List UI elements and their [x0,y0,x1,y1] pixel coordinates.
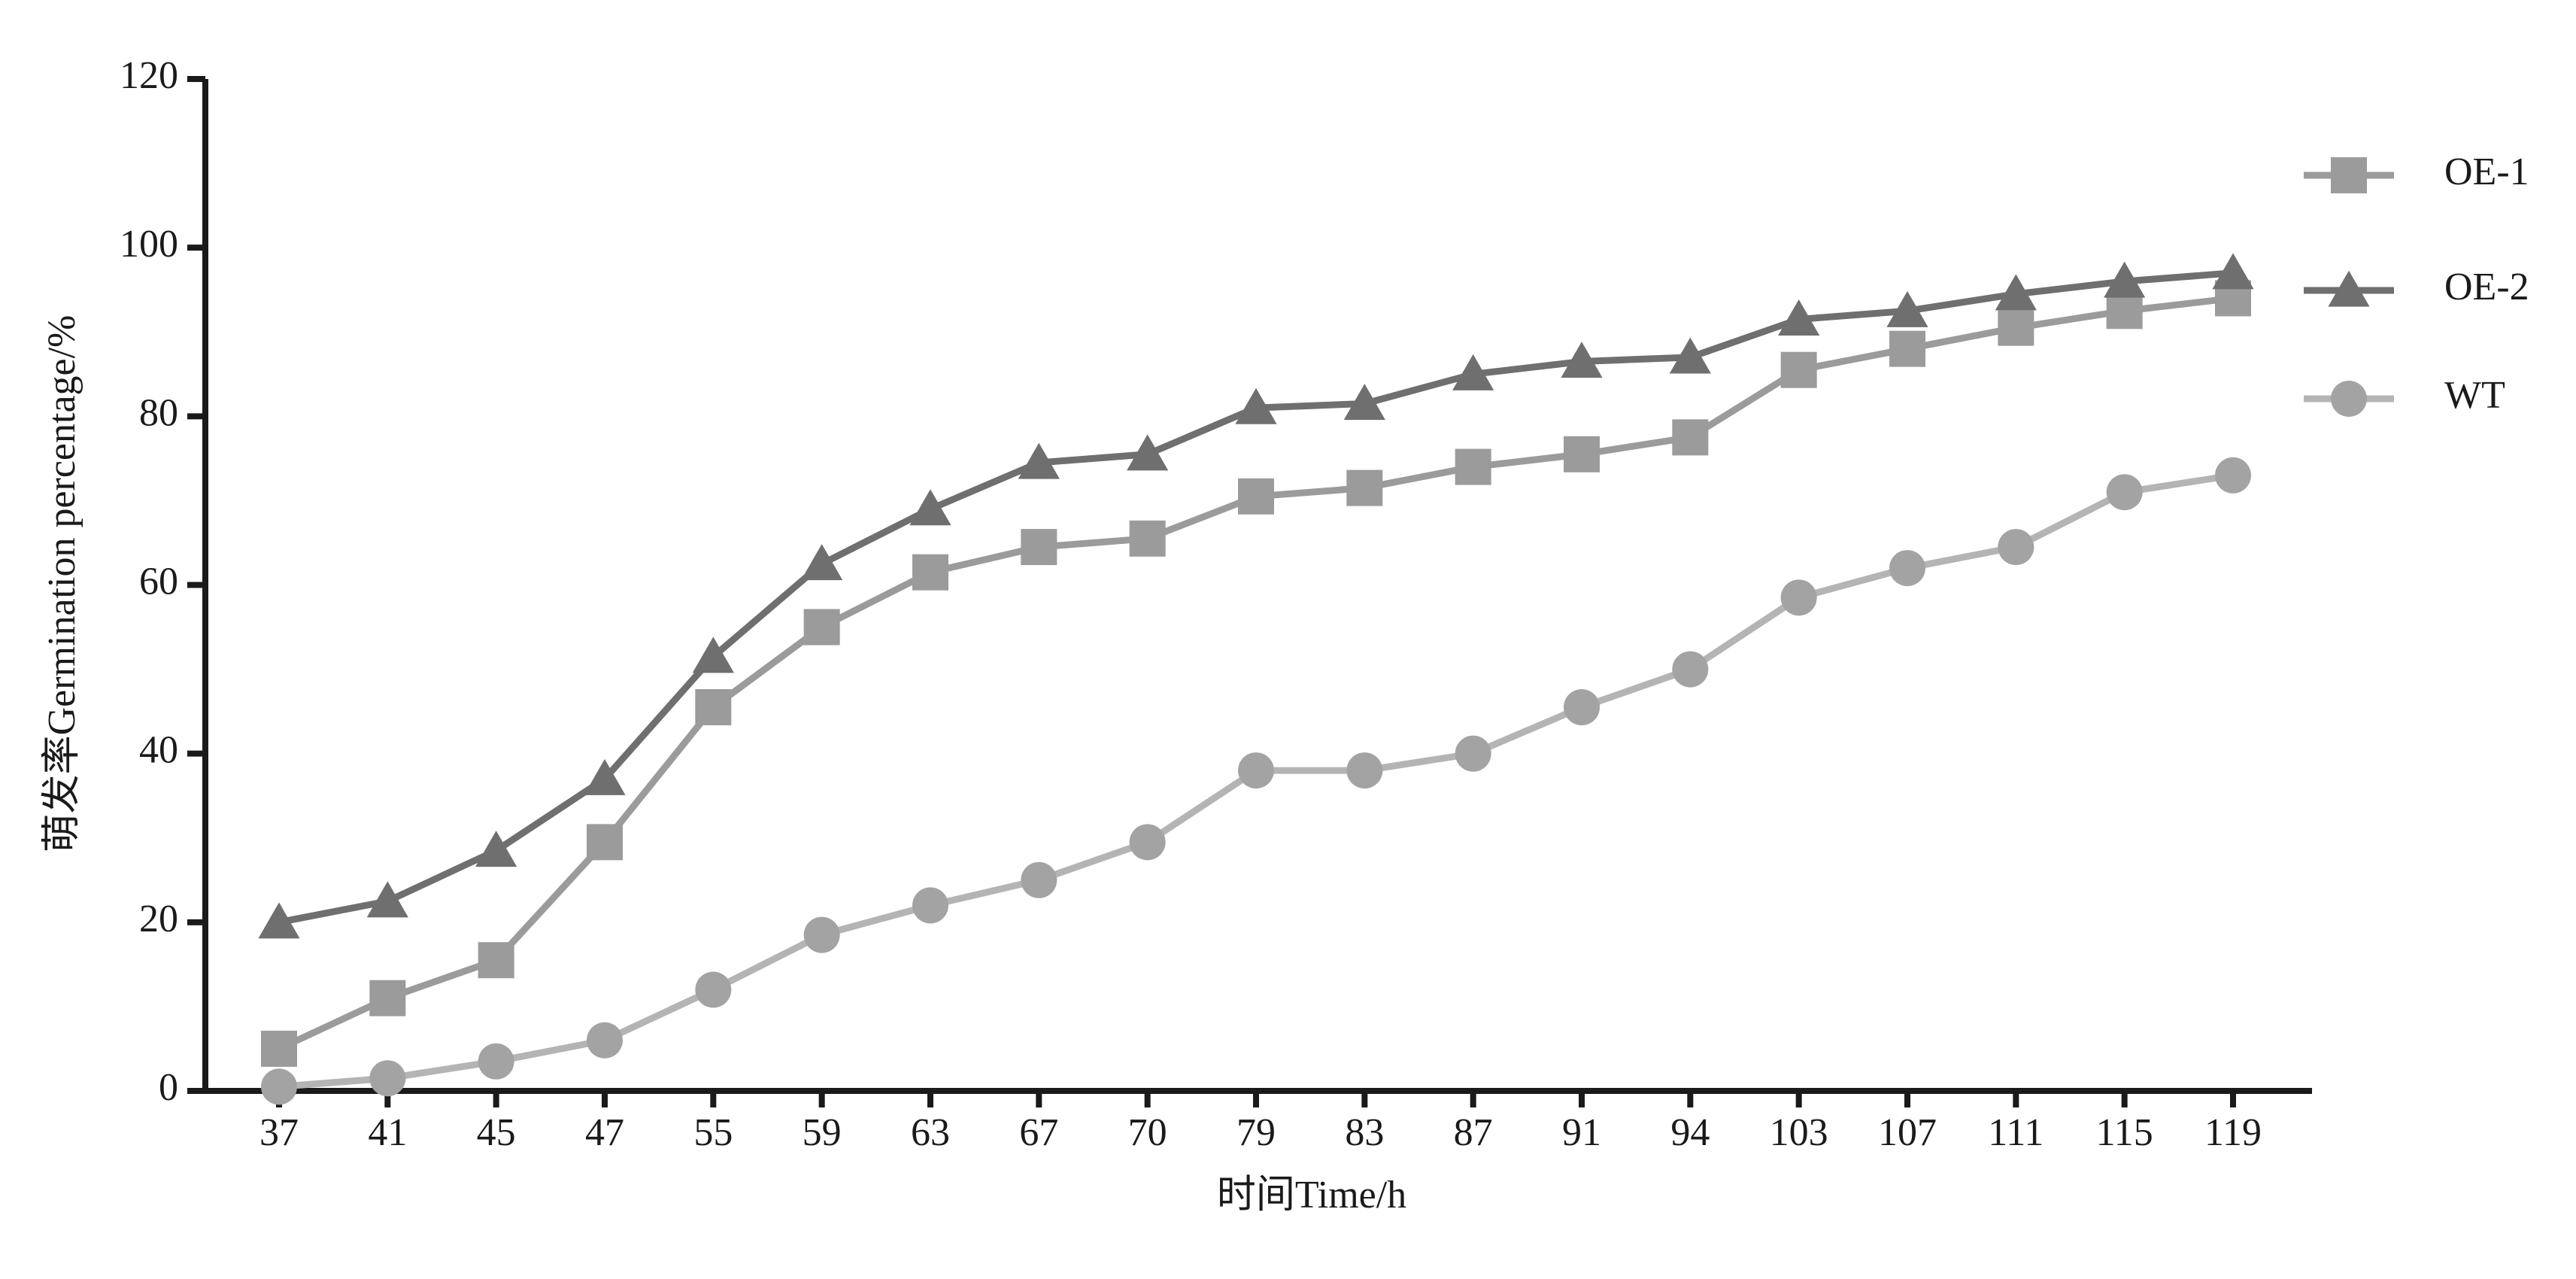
x-tick-label: 115 [2096,1111,2153,1154]
x-tick-label: 79 [1236,1111,1276,1154]
marker [2328,270,2370,307]
x-tick-label: 41 [368,1111,407,1154]
marker [1889,330,1925,367]
marker [2106,293,2143,330]
x-axis-title: 时间Time/h [1217,1174,1406,1217]
x-tick-label: 83 [1345,1111,1384,1154]
marker [1889,550,1925,587]
marker [587,824,623,861]
y-axis-title: 萌发率Germination percentage/% [41,315,83,853]
marker [1886,290,1928,327]
marker [1564,689,1600,726]
marker [2331,157,2367,193]
marker [369,980,406,1016]
x-tick-label: 70 [1128,1111,1167,1154]
marker [1129,520,1166,557]
marker [1238,478,1274,515]
marker [1021,529,1057,566]
marker [803,916,840,953]
marker [2212,253,2254,290]
x-tick-label: 37 [259,1111,299,1154]
marker [258,902,300,939]
x-tick-label: 103 [1770,1111,1828,1154]
marker [261,1068,297,1105]
marker [692,636,734,673]
x-tick-label: 55 [693,1111,733,1154]
y-tick-label: 0 [159,1066,178,1109]
marker [912,554,948,591]
marker [2215,457,2251,494]
marker [1021,861,1057,898]
marker [584,758,626,795]
x-tick-label: 59 [803,1111,842,1154]
marker [803,609,840,646]
marker [1346,752,1383,789]
marker [2106,474,2143,511]
marker [478,942,514,979]
marker [1238,752,1274,789]
legend-label: WT [2444,374,2505,417]
x-tick-label: 63 [911,1111,950,1154]
marker [1455,448,1491,485]
marker [1669,337,1711,374]
marker [1127,434,1169,471]
marker [475,831,517,867]
marker [261,1030,297,1067]
x-tick-label: 67 [1019,1111,1058,1154]
x-tick-label: 91 [1562,1111,1601,1154]
x-tick-label: 45 [477,1111,516,1154]
marker [1018,442,1060,479]
marker [801,544,843,581]
marker [1998,529,2034,566]
marker [1780,579,1817,616]
y-tick-label: 80 [139,391,178,434]
marker [1343,384,1385,421]
marker [695,689,732,726]
marker [1564,436,1600,472]
marker [1998,309,2034,346]
marker [1452,354,1494,390]
legend-label: OE-1 [2444,150,2529,193]
x-tick-label: 47 [585,1111,624,1154]
marker [1129,824,1166,861]
x-tick-label: 87 [1454,1111,1493,1154]
y-tick-label: 60 [139,560,178,603]
marker [1778,299,1820,336]
y-tick-label: 40 [139,729,178,772]
marker [1346,469,1383,506]
y-tick-label: 100 [120,223,178,266]
marker [2104,261,2146,298]
marker [1235,387,1277,424]
marker [1672,419,1709,456]
legend-label: OE-2 [2444,266,2529,308]
marker [695,971,732,1008]
x-tick-label: 111 [1988,1111,2044,1154]
y-tick-label: 120 [120,54,178,97]
x-tick-label: 119 [2204,1111,2262,1154]
marker [909,489,951,526]
y-tick-label: 20 [139,898,178,940]
marker [1455,735,1491,772]
marker [1672,651,1709,688]
x-tick-label: 107 [1878,1111,1937,1154]
marker [1995,274,2037,311]
marker [1561,342,1603,378]
marker [478,1043,514,1080]
marker [587,1022,623,1059]
marker [369,1060,406,1097]
marker [2331,381,2367,417]
series-line [278,269,2234,926]
marker [366,881,408,918]
marker [912,887,948,924]
x-tick-label: 94 [1670,1111,1710,1154]
marker [1780,351,1817,388]
